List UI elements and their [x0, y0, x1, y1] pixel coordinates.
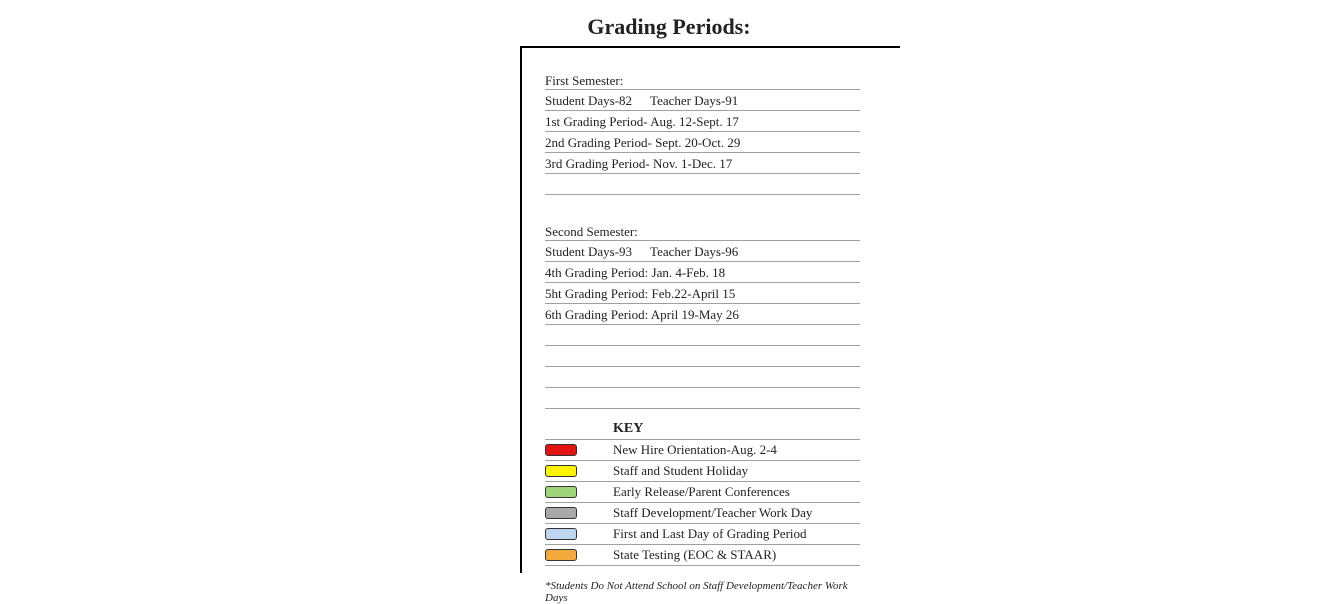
semester2-teacher-days: Teacher Days-96 [650, 245, 738, 258]
grading-period-row: 5ht Grading Period: Feb.22-April 15 [545, 283, 860, 304]
grading-period-text: 3rd Grading Period- Nov. 1-Dec. 17 [545, 157, 732, 170]
key-row: First and Last Day of Grading Period [545, 524, 860, 545]
blank-row: . [545, 346, 860, 367]
key-label: Staff and Student Holiday [613, 463, 748, 479]
color-swatch [545, 549, 577, 561]
semester1-days-row: Student Days-82 Teacher Days-91 [545, 90, 860, 111]
semester2-heading-row: Second Semester: [545, 223, 860, 241]
semester2-student-days: Student Days-93 [545, 245, 632, 258]
semester1-heading-row: First Semester: [545, 72, 860, 90]
key-row: New Hire Orientation-Aug. 2-4 [545, 440, 860, 461]
blank-row: . [545, 325, 860, 346]
key-heading: KEY [613, 421, 643, 437]
semester1-teacher-days: Teacher Days-91 [650, 94, 738, 107]
key-row: Staff and Student Holiday [545, 461, 860, 482]
section-gap [545, 195, 860, 223]
semester1-student-days: Student Days-82 [545, 94, 632, 107]
grading-period-text: 2nd Grading Period- Sept. 20-Oct. 29 [545, 136, 740, 149]
key-row: Early Release/Parent Conferences [545, 482, 860, 503]
blank-row: . [545, 388, 860, 409]
semester1-heading: First Semester: [545, 74, 623, 87]
grading-period-row: 4th Grading Period: Jan. 4-Feb. 18 [545, 262, 860, 283]
color-swatch [545, 465, 577, 477]
key-label: Early Release/Parent Conferences [613, 484, 790, 500]
key-row: Staff Development/Teacher Work Day [545, 503, 860, 524]
section-gap [545, 409, 860, 419]
grading-period-row: 1st Grading Period- Aug. 12-Sept. 17 [545, 111, 860, 132]
grading-period-text: 6th Grading Period: April 19-May 26 [545, 308, 739, 321]
page: Grading Periods: First Semester: Student… [0, 0, 1338, 573]
blank-row: . [545, 174, 860, 195]
key-label: New Hire Orientation-Aug. 2-4 [613, 442, 777, 458]
grading-period-row: 6th Grading Period: April 19-May 26 [545, 304, 860, 325]
semester2-heading: Second Semester: [545, 225, 638, 238]
key-row: State Testing (EOC & STAAR) [545, 545, 860, 566]
color-swatch [545, 528, 577, 540]
key-label: Staff Development/Teacher Work Day [613, 505, 812, 521]
key-label: State Testing (EOC & STAAR) [613, 547, 776, 563]
key-header-row: KEY [545, 419, 860, 440]
grading-period-row: 2nd Grading Period- Sept. 20-Oct. 29 [545, 132, 860, 153]
grading-period-row: 3rd Grading Period- Nov. 1-Dec. 17 [545, 153, 860, 174]
blank-row: . [545, 367, 860, 388]
color-swatch [545, 486, 577, 498]
content-column: First Semester: Student Days-82 Teacher … [545, 72, 860, 604]
key-label: First and Last Day of Grading Period [613, 526, 807, 542]
semester2-days-row: Student Days-93 Teacher Days-96 [545, 241, 860, 262]
grading-period-text: 1st Grading Period- Aug. 12-Sept. 17 [545, 115, 739, 128]
color-swatch [545, 444, 577, 456]
page-title: Grading Periods: [0, 14, 1338, 40]
grading-period-text: 5ht Grading Period: Feb.22-April 15 [545, 287, 735, 300]
color-swatch [545, 507, 577, 519]
grading-period-text: 4th Grading Period: Jan. 4-Feb. 18 [545, 266, 725, 279]
footnote: *Students Do Not Attend School on Staff … [545, 580, 860, 604]
